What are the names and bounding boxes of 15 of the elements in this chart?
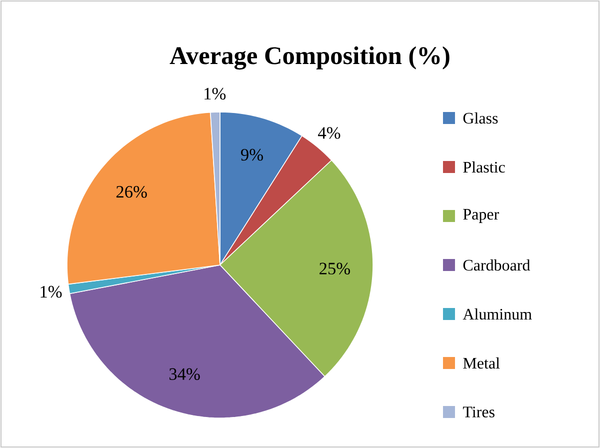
data-label: 1% bbox=[40, 286, 62, 298]
data-label: 9% bbox=[241, 148, 263, 161]
data-label: 4% bbox=[318, 127, 340, 139]
data-label: 25% bbox=[320, 262, 350, 274]
data-label: 26% bbox=[116, 186, 147, 198]
legend-label: Tires bbox=[463, 406, 494, 418]
legend-label: Metal bbox=[463, 357, 500, 369]
legend-label: Aluminum bbox=[462, 308, 532, 320]
data-label: 1% bbox=[204, 88, 226, 100]
legend-label: Glass bbox=[463, 112, 498, 124]
chart-title: Average Composition (%) bbox=[170, 46, 450, 70]
legend-label: Cardboard bbox=[463, 259, 530, 271]
legend-label: Plastic bbox=[463, 161, 505, 173]
legend-label: Paper bbox=[463, 209, 499, 223]
data-label: 34% bbox=[169, 368, 200, 380]
